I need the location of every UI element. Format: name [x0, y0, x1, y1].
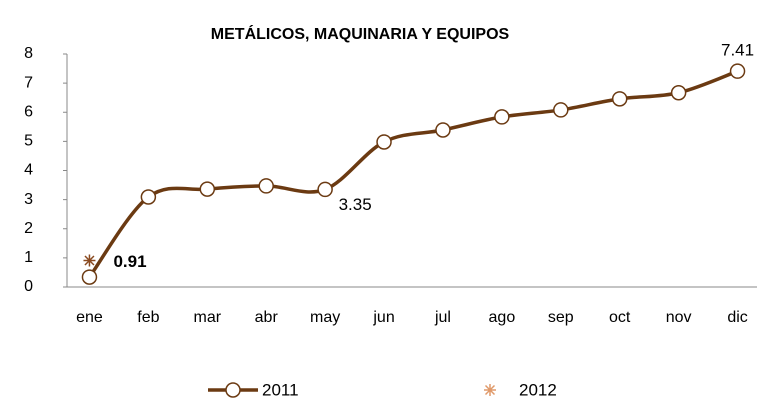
x-tick-label: oct: [609, 309, 631, 326]
point: [258, 178, 274, 194]
point: [435, 122, 451, 138]
x-tick-label: nov: [666, 309, 692, 326]
y-tick-label: 2: [24, 220, 33, 237]
y-tick-label: 6: [24, 103, 33, 120]
y-tick-label: 3: [24, 191, 33, 208]
x-tick-label: feb: [137, 309, 159, 326]
data-label: 3.35: [339, 195, 372, 214]
chart-title: METÁLICOS, MAQUINARIA Y EQUIPOS: [211, 24, 510, 43]
x-tick-label: jun: [372, 309, 394, 326]
point: [611, 91, 628, 107]
point: [317, 181, 333, 198]
point: [376, 134, 392, 150]
legend-marker: [484, 384, 496, 396]
point: [140, 189, 157, 205]
point: [81, 269, 98, 285]
data-label: 7.41: [721, 41, 754, 60]
legend-label: 2011: [262, 380, 299, 399]
point: [494, 109, 510, 125]
point: [553, 102, 569, 118]
y-tick-label: 8: [24, 45, 33, 62]
series-line: [88, 69, 739, 279]
y-tick-label: 7: [24, 74, 33, 91]
y-tick-label: 1: [24, 249, 33, 266]
y-tick-label: 0: [24, 278, 33, 295]
x-tick-label: ago: [489, 309, 516, 326]
x-tick-label: abr: [255, 309, 279, 326]
legend-label: 2012: [519, 380, 557, 399]
y-tick-label: 5: [24, 133, 33, 150]
x-tick-label: ene: [76, 309, 103, 326]
x-tick-label: dic: [727, 309, 747, 326]
point: [83, 254, 96, 267]
x-tick-label: jul: [434, 309, 451, 326]
point: [199, 181, 216, 197]
point: [670, 84, 687, 101]
y-tick-label: 4: [24, 162, 33, 179]
legend-marker: [225, 382, 241, 398]
point: [729, 63, 746, 79]
x-tick-label: mar: [194, 309, 222, 326]
x-tick-label: may: [310, 309, 340, 326]
data-label: 0.91: [113, 252, 146, 271]
x-tick-label: sep: [548, 309, 574, 326]
